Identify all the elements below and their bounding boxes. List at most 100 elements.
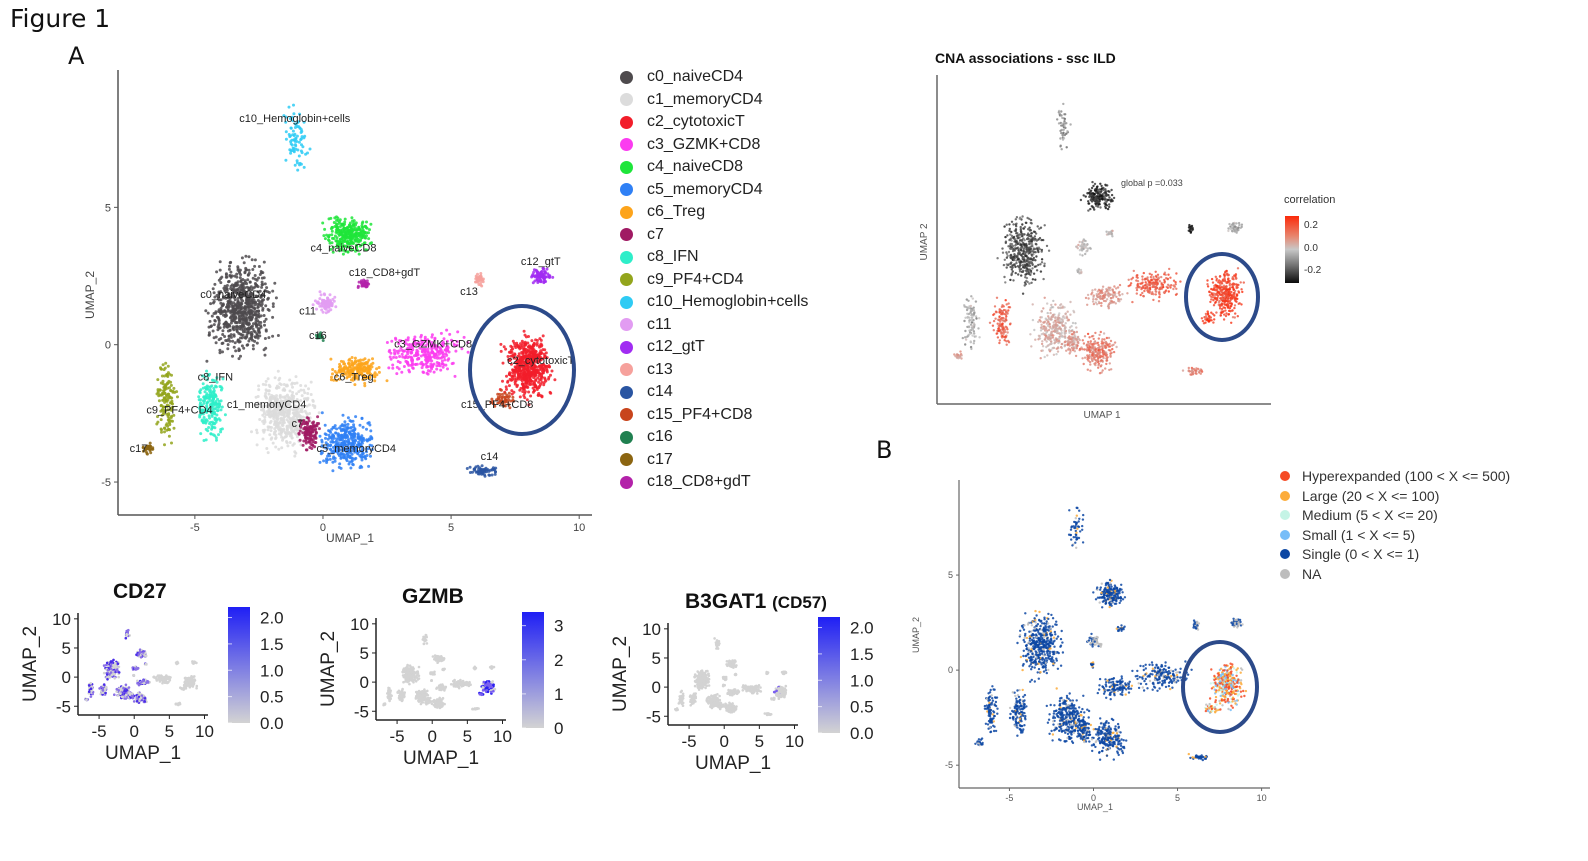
legend-item: c0_naiveCD4 <box>620 68 743 86</box>
x-axis-label: UMAP_1 <box>403 748 479 769</box>
legend-label: Medium (5 < X <= 20) <box>1302 507 1438 523</box>
cluster-label: c0_naiveCD4 <box>200 289 266 301</box>
highlight-circle <box>1184 252 1260 342</box>
cluster-label: c2_cytotoxicT <box>507 355 575 367</box>
clone-cluster-c7 <box>1076 718 1094 744</box>
legend-swatch <box>620 453 633 466</box>
legend-label: c7 <box>647 225 664 243</box>
feature-points <box>674 637 788 717</box>
y-tick-label: 0 <box>62 668 71 687</box>
clone-cluster-c8_IFN <box>1008 688 1028 737</box>
x-tick-label: 10 <box>573 522 585 534</box>
x-tick-label: 0 <box>1091 793 1096 803</box>
colorbar-title: correlation <box>1284 194 1336 206</box>
feature-points <box>84 628 199 707</box>
cluster-c17 <box>141 441 155 456</box>
legend-item: c10_Hemoglobin+cells <box>620 293 808 311</box>
legend-item: Small (1 < X <= 5) <box>1280 527 1415 543</box>
colorbar-tick-label: 0.0 <box>260 714 284 733</box>
legend-swatch <box>620 363 633 376</box>
clone-cluster-c12_gtT <box>1230 617 1244 629</box>
x-axis-label: UMAP_1 <box>695 753 771 774</box>
cna-cluster-c15_PF4+CD8 <box>1200 312 1216 325</box>
colorbar-tick-label: 1.0 <box>850 671 874 690</box>
x-tick-label: 5 <box>755 732 764 751</box>
cna-cluster-c11 <box>1075 238 1092 257</box>
legend-item: Single (0 < X <= 1) <box>1280 546 1419 562</box>
y-tick-label: 5 <box>948 570 953 580</box>
cna-cluster-c8_IFN <box>988 296 1012 346</box>
colorbar-tick-label: 0.0 <box>1304 242 1318 254</box>
cna-title: CNA associations - ssc ILD <box>935 50 1116 66</box>
y-tick-label: 0 <box>948 665 953 675</box>
legend-label: c6_Treg <box>647 203 706 220</box>
feature-title-cd27: CD27 <box>113 580 167 603</box>
legend-swatch <box>620 115 633 129</box>
cluster-label: c3_GZMK+CD8 <box>394 338 472 350</box>
x-tick-label: 10 <box>493 727 512 746</box>
legend-swatch <box>620 430 633 444</box>
cna-cluster-c6_Treg <box>1084 285 1124 310</box>
colorbar-tick-label: 0.0 <box>850 724 874 743</box>
cluster-c1_memoryCD4 <box>250 369 321 458</box>
cluster-label: c4_naiveCD8 <box>310 242 376 254</box>
cna-association-plot: global p =0.033 UMAP 1 UMAP 2 <box>919 75 1271 421</box>
cluster-c14 <box>465 464 498 478</box>
legend-item: c13 <box>620 361 673 379</box>
feature-points <box>382 633 497 711</box>
legend-item: c3_GZMK+CD8 <box>620 136 760 154</box>
colorbar-tick-label: 0.5 <box>850 698 874 717</box>
cluster-label: c16 <box>309 330 327 342</box>
y-axis-label: UMAP_2 <box>610 636 631 712</box>
x-axis-label: UMAP 1 <box>1083 410 1120 421</box>
clone-cluster-c9_PF4+CD4 <box>983 685 999 734</box>
cluster-c11 <box>311 290 338 315</box>
cluster-c7 <box>297 415 321 452</box>
legend-swatch <box>620 250 633 264</box>
y-axis-label: UMAP_2 <box>20 626 41 702</box>
cluster-c9_PF4+CD4 <box>155 361 179 447</box>
clone-cluster-c5_memoryCD4 <box>1088 717 1128 761</box>
cna-cluster-c0_naiveCD4 <box>996 215 1051 295</box>
cluster-c4_naiveCD8 <box>321 215 373 256</box>
legend-item: c7 <box>620 226 664 244</box>
y-tick-label: 0 <box>105 340 111 352</box>
legend-label: c2_cytotoxicT <box>647 113 745 130</box>
cna-cluster-c18_CD8+gdT <box>1105 229 1114 238</box>
clone-cluster-c13 <box>1192 619 1201 631</box>
cluster-label: c14 <box>481 451 499 463</box>
legend-label: c14 <box>647 383 673 400</box>
colorbar-tick-label: 1.5 <box>850 645 874 664</box>
cluster-label: c18_CD8+gdT <box>349 267 421 279</box>
legend-swatch <box>620 340 633 354</box>
colorbar-tick-label: 1 <box>554 685 563 704</box>
x-tick-label: 10 <box>1257 793 1267 803</box>
cna-cluster-c10_Hemoglobin+cells <box>1056 102 1072 151</box>
cna-cluster-c12_gtT <box>1227 221 1244 234</box>
legend-label: c17 <box>647 450 673 468</box>
legend-swatch <box>1280 510 1290 520</box>
cluster-c8_IFN <box>197 369 227 442</box>
expression-colorbar <box>522 612 544 728</box>
x-tick-label: -5 <box>1005 793 1013 803</box>
cluster-c5_memoryCD4 <box>318 411 374 473</box>
x-tick-label: 0 <box>719 732 728 751</box>
clone-cluster-c14 <box>1187 752 1208 762</box>
y-tick-label: 10 <box>350 615 369 634</box>
x-tick-label: -5 <box>390 727 405 746</box>
cluster-c10_Hemoglobin+cells <box>282 103 312 172</box>
clone-cluster-c3_GZMK+CD8 <box>1131 660 1193 692</box>
cluster-label: c6_Treg <box>334 371 374 383</box>
legend-label: c5_memoryCD4 <box>647 180 763 198</box>
cna-annotation: global p =0.033 <box>1121 178 1183 188</box>
legend-item: NA <box>1280 566 1321 582</box>
y-tick-label: 5 <box>62 639 71 658</box>
feature-plot-cd27: -5 0 5 10 -5 0 5 10 UMAP_1 UMAP_2 2.0 1.5 1.0 0.5 0.0 <box>20 607 284 764</box>
legend-swatch <box>620 228 633 241</box>
legend-item: c9_PF4+CD4 <box>620 271 744 289</box>
clone-cluster-c1_memoryCD4 <box>1045 687 1091 745</box>
legend-label: c11 <box>647 315 672 333</box>
y-tick-label: -5 <box>646 707 661 726</box>
cluster-label: c13 <box>460 286 478 298</box>
legend-label: c12_gtT <box>647 338 705 355</box>
